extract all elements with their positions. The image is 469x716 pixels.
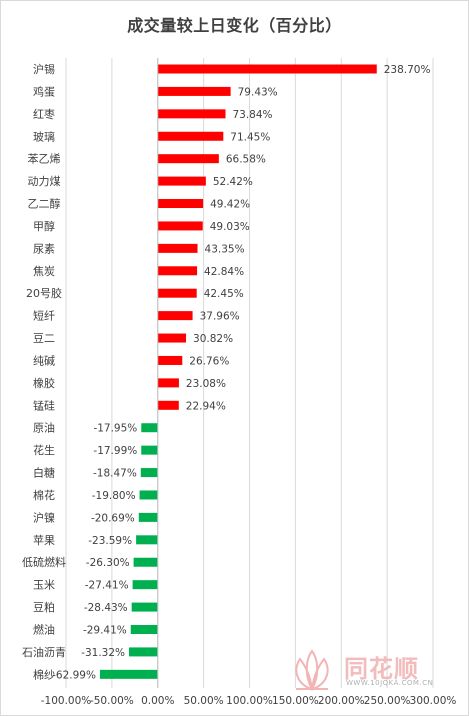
bar [129,647,158,657]
data-label: -23.59% [88,535,132,547]
chart-title: 成交量较上日变化（百分比） [127,16,342,35]
data-label: -17.95% [93,423,137,435]
data-label: 22.94% [186,400,226,412]
bar [130,625,158,634]
category-label: 棉纱 [33,667,55,681]
data-label: -19.80% [92,490,136,502]
bar [133,557,158,567]
category-label: 橡胶 [33,376,55,390]
bar [139,490,158,500]
bar [132,580,158,590]
bar [138,512,158,522]
data-label: 43.35% [205,243,245,255]
x-tick-label: 150.00% [272,695,319,707]
bar [140,468,158,478]
x-tick-label: -100.00% [41,695,92,707]
bar [157,109,226,119]
data-label: 66.58% [226,154,266,166]
bar [157,64,377,74]
data-label: 23.08% [186,378,226,390]
category-label: 玻璃 [33,129,55,143]
bar [141,445,158,455]
category-label: 棉花 [33,488,55,502]
data-label: -20.69% [91,512,135,524]
bar [157,378,179,388]
category-label: 低硫燃料 [22,555,66,569]
category-label: 锰硅 [33,398,55,412]
category-label: 鸡蛋 [33,84,55,98]
bar [157,266,198,276]
bar [157,288,197,298]
data-label: 42.84% [204,266,244,278]
data-label: 52.42% [213,176,253,188]
category-label: 苹果 [33,533,55,547]
watermark: 同花顺 WWW.10JQKA.COM.CN [282,645,462,695]
data-label: 49.42% [210,199,250,211]
bar [157,199,204,209]
watermark-brand: 同花顺 [344,655,419,683]
data-label: -26.30% [86,557,130,569]
watermark-url: WWW.10JQKA.COM.CN [346,679,434,687]
data-label: 30.82% [193,333,233,345]
x-tick-label: 250.00% [364,695,411,707]
category-label: 红枣 [33,108,55,121]
x-tick-label: 100.00% [226,695,273,707]
category-label: 石油沥青 [22,645,66,659]
data-label: -17.99% [93,445,137,457]
category-label: 原油 [33,421,55,435]
bar [157,176,206,186]
category-label: 豆粕 [33,600,55,614]
category-label: 尿素 [33,242,55,255]
data-label: 79.43% [238,86,278,98]
x-tick-label: 300.00% [410,695,457,707]
data-label: -62.99% [52,669,96,681]
data-label: 49.03% [210,221,250,233]
data-label: 73.84% [232,109,272,121]
data-label: -27.41% [85,580,129,592]
data-label: -18.47% [93,468,137,480]
bar [157,131,224,141]
category-label: 纯碱 [33,354,55,367]
category-label: 燃油 [33,623,55,637]
bar [157,333,187,343]
data-label: 26.76% [189,355,229,367]
bar [136,535,158,545]
category-label: 焦炭 [33,265,55,278]
category-label: 动力煤 [28,175,61,188]
data-label: 42.45% [204,288,244,300]
bar [141,423,158,433]
data-label: -29.41% [83,625,127,637]
bar [157,243,198,253]
bar [157,311,193,321]
category-label: 豆二 [33,332,55,345]
category-label: 甲醇 [33,219,55,233]
category-label: 玉米 [33,579,55,592]
category-label: 20号胶 [26,286,62,300]
category-label: 苯乙烯 [28,152,61,166]
bar [157,400,179,410]
category-label: 沪镍 [33,510,55,524]
x-tick-label: 50.00% [184,695,224,707]
bar [157,86,231,96]
category-label: 沪锡 [33,62,55,76]
x-tick-label: -50.00% [90,695,134,707]
category-label: 短纤 [33,309,55,323]
category-label: 乙二醇 [28,197,61,211]
bar [157,355,183,365]
category-label: 白糖 [33,466,55,480]
data-label: -31.32% [81,647,125,659]
data-label: 37.96% [200,311,240,323]
category-label: 花生 [33,443,55,457]
bar [131,602,158,612]
data-label: 71.45% [230,131,270,143]
bar [157,221,203,231]
x-tick-label: 200.00% [318,695,365,707]
flower-logo-icon [295,649,329,692]
data-label: 238.70% [384,64,431,76]
x-tick-label: 0.00% [141,695,174,707]
data-label: -28.43% [84,602,128,614]
bar [157,154,219,164]
bar [99,669,158,679]
